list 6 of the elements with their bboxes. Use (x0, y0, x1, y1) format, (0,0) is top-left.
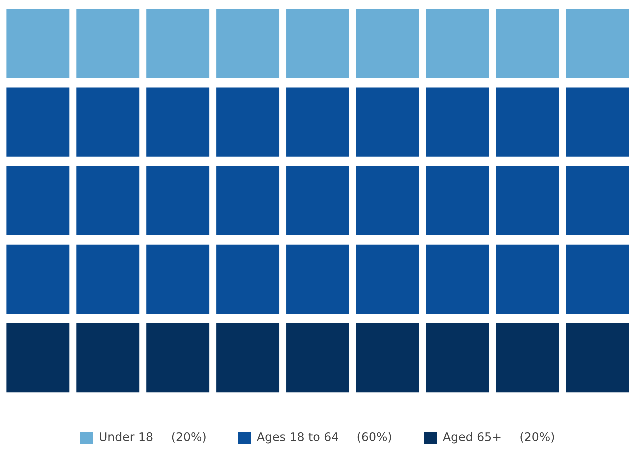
data-label: (20%) (520, 432, 554, 443)
category-label: Under 18 (100, 432, 153, 442)
data-label: (60%) (358, 432, 392, 443)
category-label: Aged 65+ (443, 432, 501, 444)
data-label: (20%) (172, 432, 206, 443)
category-label: Ages 18 to 64 (257, 432, 338, 444)
